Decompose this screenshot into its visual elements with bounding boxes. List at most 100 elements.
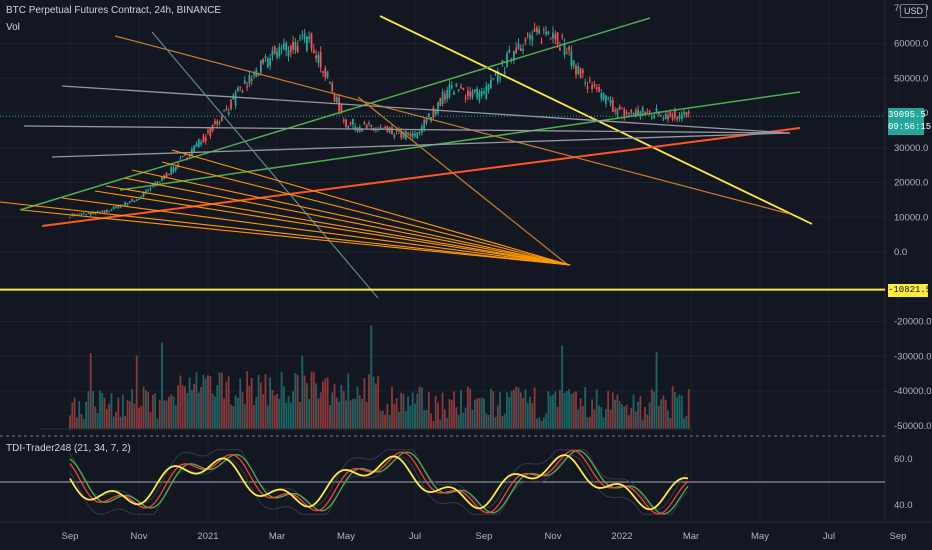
orange-fan-line bbox=[123, 177, 571, 266]
volume-bar bbox=[76, 417, 78, 429]
volume-bar bbox=[531, 403, 534, 429]
candle-body bbox=[174, 166, 177, 171]
candle-body bbox=[444, 93, 446, 100]
candle-body bbox=[533, 28, 536, 32]
volume-bar bbox=[492, 391, 495, 429]
candle-body bbox=[161, 176, 163, 181]
candle-body bbox=[204, 137, 207, 142]
candle-body bbox=[646, 111, 649, 113]
candle-body bbox=[687, 111, 690, 114]
volume-bar bbox=[545, 413, 547, 429]
tdi-upper-band bbox=[69, 449, 689, 510]
candle-body bbox=[347, 126, 350, 129]
candle-body bbox=[361, 129, 363, 132]
candle-body bbox=[568, 46, 570, 51]
candle-body bbox=[354, 126, 357, 130]
candle-body bbox=[669, 112, 672, 116]
volume-bar bbox=[289, 402, 292, 429]
time-tick-label: Sep bbox=[62, 531, 79, 542]
candle-body bbox=[540, 41, 543, 43]
last-price-badge: 39095.5 09:56:15 bbox=[888, 108, 932, 135]
candle-body bbox=[317, 54, 320, 63]
candle-body bbox=[630, 109, 633, 113]
candle-body bbox=[538, 29, 541, 34]
candle-body bbox=[368, 122, 370, 124]
candle-body bbox=[310, 32, 313, 49]
candle-body bbox=[501, 60, 504, 63]
candle-body bbox=[632, 113, 635, 115]
volume-bar bbox=[151, 395, 154, 429]
tdi-indicator bbox=[0, 449, 885, 515]
volume-bar bbox=[469, 388, 472, 429]
candle-body bbox=[278, 46, 281, 57]
volume-bar bbox=[276, 393, 278, 429]
volume-bar bbox=[322, 381, 324, 429]
volume-bar bbox=[227, 375, 230, 429]
volume-bar bbox=[644, 406, 646, 429]
volume-bar bbox=[400, 392, 403, 429]
volume-bar bbox=[82, 418, 85, 429]
volume-bar bbox=[437, 402, 439, 429]
candle-body bbox=[165, 173, 168, 178]
volume-bar bbox=[676, 397, 679, 429]
volume-bar bbox=[310, 371, 313, 429]
candle-body bbox=[621, 107, 623, 109]
volume-bar bbox=[99, 390, 101, 429]
volume-bar bbox=[112, 416, 115, 429]
time-tick-label: Sep bbox=[476, 531, 493, 542]
volume-bar bbox=[549, 395, 552, 429]
volume-bar bbox=[338, 401, 340, 429]
volume-bar bbox=[335, 397, 338, 429]
volume-bar bbox=[384, 414, 386, 429]
candle-body bbox=[246, 86, 248, 88]
volume-bar bbox=[230, 404, 232, 429]
volume-bar bbox=[540, 420, 543, 429]
trend-lines bbox=[0, 15, 813, 299]
volume-bar bbox=[306, 383, 308, 429]
candle-body bbox=[522, 49, 524, 51]
tdi-tick-label: 60.0 bbox=[894, 454, 913, 465]
orange-fan-line bbox=[171, 149, 571, 266]
price-tick-label: 60000.0 bbox=[894, 39, 928, 50]
orange-fan-line bbox=[61, 197, 571, 266]
volume-bar bbox=[508, 397, 511, 429]
candle-body bbox=[487, 83, 490, 91]
candle-body bbox=[490, 79, 492, 89]
candle-body bbox=[227, 111, 230, 115]
volume-bar bbox=[352, 398, 354, 429]
volume-bar bbox=[103, 397, 106, 429]
volume-bar bbox=[455, 407, 458, 429]
volume-bar bbox=[262, 394, 265, 429]
candle-body bbox=[110, 209, 113, 211]
volume-bar bbox=[266, 405, 269, 429]
candle-body bbox=[614, 110, 616, 112]
volume-bar bbox=[257, 375, 260, 429]
volume-bar bbox=[570, 394, 573, 429]
candle-body bbox=[552, 32, 554, 39]
currency-badge[interactable]: USD bbox=[900, 4, 928, 18]
candle-body bbox=[416, 132, 419, 139]
volume-bar bbox=[395, 398, 398, 429]
candle-body bbox=[101, 210, 104, 213]
volume-bar bbox=[225, 381, 228, 429]
volume-bar bbox=[124, 415, 127, 429]
volume-bar bbox=[211, 393, 214, 429]
time-tick-label: Jul bbox=[823, 531, 835, 542]
volume-bar bbox=[161, 342, 163, 429]
volume-bar bbox=[577, 409, 580, 429]
candle-body bbox=[342, 119, 345, 122]
volume-bar bbox=[122, 394, 124, 429]
candle-body bbox=[294, 41, 297, 51]
volume-bar bbox=[370, 325, 373, 429]
candle-body bbox=[611, 100, 614, 112]
bar-countdown: 09:56:15 bbox=[888, 122, 932, 132]
volume-bar bbox=[315, 383, 317, 429]
volume-bar bbox=[579, 398, 582, 429]
candle-body bbox=[391, 127, 393, 135]
orange-fan-line bbox=[94, 190, 571, 266]
volume-bar bbox=[209, 375, 212, 429]
candle-body bbox=[345, 119, 347, 128]
price-tick-label: 0.0 bbox=[894, 247, 907, 258]
